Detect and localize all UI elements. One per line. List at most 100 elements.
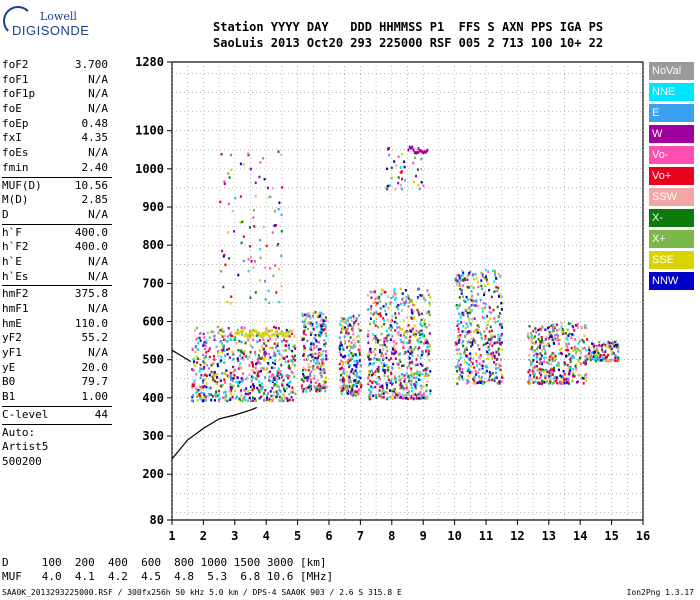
echo-point — [399, 381, 402, 385]
echo-point — [258, 361, 261, 364]
echo-point — [597, 354, 600, 357]
echo-point — [488, 305, 490, 308]
echo-point — [359, 344, 361, 348]
echo-point — [467, 367, 470, 370]
echo-point — [205, 339, 208, 343]
echo-point — [323, 386, 326, 390]
echo-point — [306, 339, 309, 343]
echo-point — [240, 241, 243, 245]
echo-point — [352, 379, 355, 383]
echo-point — [586, 358, 589, 361]
echo-point — [402, 319, 405, 322]
echo-point — [485, 276, 487, 279]
echo-point — [275, 330, 277, 334]
echo-point — [413, 348, 416, 351]
echo-point — [342, 370, 345, 374]
echo-point — [467, 315, 469, 318]
echo-point — [500, 308, 503, 311]
echo-point — [404, 378, 406, 381]
echo-point — [476, 324, 479, 327]
echo-point — [597, 358, 600, 361]
echo-point — [405, 396, 408, 400]
echo-point — [229, 383, 232, 386]
y-tick-label: 80 — [150, 513, 164, 527]
echo-point — [477, 329, 480, 332]
echo-point — [595, 345, 598, 348]
echo-point — [455, 348, 458, 352]
echo-point — [419, 322, 422, 325]
echo-point — [419, 333, 422, 336]
echo-point — [315, 321, 318, 325]
echo-point — [191, 382, 194, 386]
echo-point — [474, 304, 477, 307]
echo-point — [287, 330, 290, 333]
echo-point — [475, 328, 477, 332]
echo-point — [473, 330, 476, 334]
echo-point — [566, 363, 569, 367]
echo-point — [274, 210, 277, 213]
echo-point — [355, 365, 358, 369]
echo-point — [289, 348, 292, 352]
echo-point — [582, 340, 585, 344]
echo-point — [346, 329, 349, 332]
echo-point — [491, 344, 494, 347]
echo-point — [608, 341, 611, 345]
echo-point — [409, 329, 412, 332]
echo-point — [228, 356, 231, 359]
echo-point — [412, 303, 415, 307]
polarization-legend: NoVal NNE E W Vo- Vo+ SSW X- X+ SSE NNW — [649, 62, 694, 293]
echo-point — [294, 354, 296, 358]
echo-point — [461, 377, 464, 381]
echo-point — [194, 364, 197, 367]
echo-point — [231, 334, 233, 338]
echo-point — [346, 361, 349, 364]
echo-point — [605, 359, 608, 362]
echo-point — [420, 387, 423, 390]
echo-point — [345, 385, 348, 388]
echo-point — [191, 368, 194, 371]
echo-point — [478, 368, 481, 371]
echo-point — [580, 325, 583, 329]
echo-point — [352, 392, 355, 396]
echo-point — [466, 308, 469, 311]
echo-point — [527, 382, 530, 385]
param-value: 20.0 — [81, 360, 109, 374]
echo-point — [482, 301, 485, 305]
echo-point — [348, 316, 350, 320]
echo-point — [418, 346, 421, 349]
echo-point — [194, 350, 197, 353]
echo-point — [535, 352, 538, 356]
echo-point — [456, 369, 458, 373]
echo-point — [539, 376, 542, 380]
y-tick-label: 600 — [142, 315, 164, 329]
echo-point — [277, 300, 280, 304]
echo-point — [262, 334, 265, 338]
echo-point — [598, 344, 601, 347]
echo-point — [458, 281, 461, 285]
echo-point — [285, 374, 288, 377]
echo-point — [485, 369, 488, 373]
echo-point — [614, 344, 617, 347]
echo-point — [199, 395, 202, 398]
echo-point — [307, 386, 310, 390]
echo-point — [409, 341, 412, 344]
x-tick-label: 3 — [231, 529, 238, 543]
echo-point — [407, 393, 409, 397]
echo-point — [549, 373, 552, 376]
echo-point — [190, 399, 193, 402]
echo-point — [275, 326, 277, 330]
echo-point — [285, 340, 288, 343]
echo-point — [419, 323, 422, 326]
echo-point — [459, 356, 462, 359]
echo-point — [324, 332, 327, 335]
echo-point — [386, 384, 389, 387]
echo-point — [302, 330, 305, 333]
echo-point — [324, 325, 327, 329]
echo-point — [377, 369, 380, 372]
echo-point — [484, 268, 487, 272]
echo-point — [321, 384, 323, 388]
echo-point — [377, 339, 380, 342]
echo-point — [528, 381, 531, 385]
echo-point — [199, 398, 202, 401]
echo-point — [561, 328, 564, 331]
